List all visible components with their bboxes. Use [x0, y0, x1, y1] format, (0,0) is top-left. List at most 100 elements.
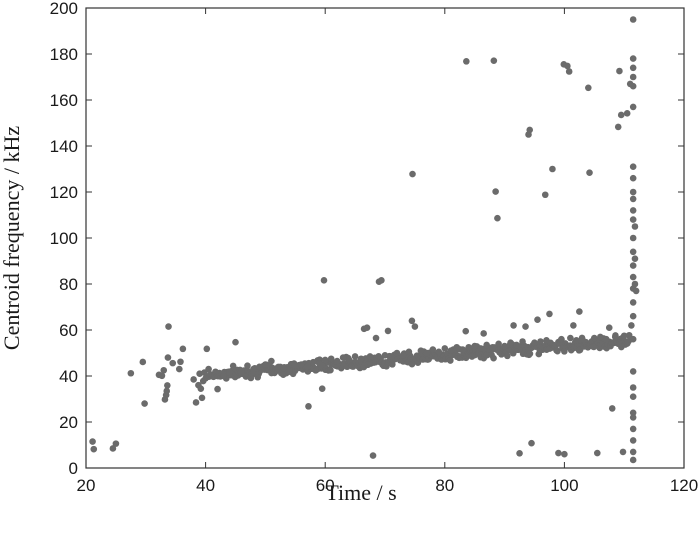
- data-point: [490, 354, 497, 362]
- data-point: [591, 334, 598, 342]
- data-point: [629, 82, 637, 90]
- data-point: [280, 364, 287, 372]
- data-point: [238, 368, 245, 375]
- data-point: [620, 332, 628, 340]
- data-point: [477, 345, 484, 352]
- x-tick-label: 40: [196, 476, 215, 495]
- data-point: [596, 333, 604, 341]
- y-tick-label: 0: [69, 459, 78, 478]
- data-point: [127, 369, 135, 377]
- data-point: [541, 191, 549, 199]
- data-point: [489, 343, 496, 351]
- data-point: [629, 234, 637, 242]
- data-point: [369, 452, 377, 459]
- y-tick-label: 80: [59, 275, 78, 294]
- x-tick-label: 60: [316, 476, 335, 495]
- data-point: [510, 322, 517, 329]
- data-point: [411, 323, 419, 330]
- data-point: [602, 335, 610, 343]
- data-point: [327, 355, 335, 363]
- data-point: [608, 405, 616, 412]
- data-point: [366, 353, 374, 360]
- data-point: [480, 330, 487, 337]
- y-tick-label: 200: [50, 0, 78, 18]
- data-point: [160, 366, 168, 374]
- data-point: [387, 353, 395, 360]
- data-point: [90, 445, 98, 453]
- data-point: [429, 346, 437, 353]
- data-point: [629, 188, 637, 196]
- data-point: [315, 360, 323, 367]
- data-point: [192, 399, 200, 406]
- data-point: [177, 358, 184, 366]
- data-point: [483, 351, 491, 359]
- data-point: [631, 280, 639, 288]
- data-point: [629, 384, 637, 391]
- x-tick-label: 80: [435, 476, 454, 495]
- data-point: [629, 448, 637, 456]
- data-point: [405, 348, 413, 356]
- y-tick-label: 120: [50, 183, 78, 202]
- data-point: [629, 262, 637, 269]
- data-point: [629, 207, 637, 214]
- data-point: [629, 273, 637, 281]
- data-point: [629, 312, 637, 320]
- data-point: [573, 337, 580, 344]
- data-point: [384, 327, 392, 335]
- y-tick-label: 140: [50, 137, 78, 156]
- data-point: [372, 334, 380, 342]
- data-point: [198, 394, 206, 402]
- x-tick-label: 100: [550, 476, 578, 495]
- data-point: [614, 123, 622, 131]
- y-axis-label: Centroid frequency / kHz: [0, 126, 24, 350]
- data-point: [203, 345, 211, 353]
- data-point: [629, 437, 637, 444]
- data-point: [462, 327, 470, 335]
- data-point: [179, 345, 187, 353]
- data-point: [629, 174, 637, 182]
- data-point: [164, 382, 171, 389]
- data-point: [453, 343, 461, 351]
- data-point: [507, 339, 514, 346]
- data-point: [435, 348, 443, 356]
- data-point: [537, 338, 544, 345]
- data-point: [232, 338, 239, 346]
- data-point: [522, 323, 529, 330]
- data-point: [586, 169, 593, 176]
- data-point: [250, 365, 257, 373]
- data-point: [197, 385, 205, 392]
- data-point: [175, 365, 183, 373]
- data-point: [629, 335, 637, 343]
- data-point: [262, 361, 269, 368]
- data-point: [378, 277, 385, 284]
- data-point: [629, 248, 637, 256]
- data-point: [629, 103, 637, 111]
- data-point: [202, 375, 209, 382]
- data-point: [303, 363, 311, 371]
- data-point: [345, 356, 353, 364]
- data-point: [504, 352, 511, 360]
- data-point: [214, 385, 221, 393]
- data-point: [274, 364, 281, 372]
- data-point: [268, 357, 275, 365]
- data-point: [629, 195, 637, 203]
- data-point: [558, 335, 565, 343]
- data-point: [629, 216, 637, 223]
- data-point: [490, 57, 498, 64]
- data-point: [528, 439, 535, 447]
- data-point: [463, 58, 470, 65]
- data-point: [471, 342, 479, 350]
- data-point: [318, 385, 326, 392]
- x-axis-label: Time / s: [325, 480, 396, 505]
- data-point: [629, 425, 637, 433]
- data-point: [631, 223, 639, 230]
- data-point: [244, 362, 251, 369]
- data-point: [494, 214, 501, 222]
- data-point: [629, 55, 637, 62]
- data-point: [309, 358, 317, 366]
- data-point: [554, 347, 561, 355]
- data-point: [564, 62, 571, 70]
- data-point: [423, 349, 431, 357]
- data-point: [632, 287, 640, 295]
- data-point: [531, 339, 538, 346]
